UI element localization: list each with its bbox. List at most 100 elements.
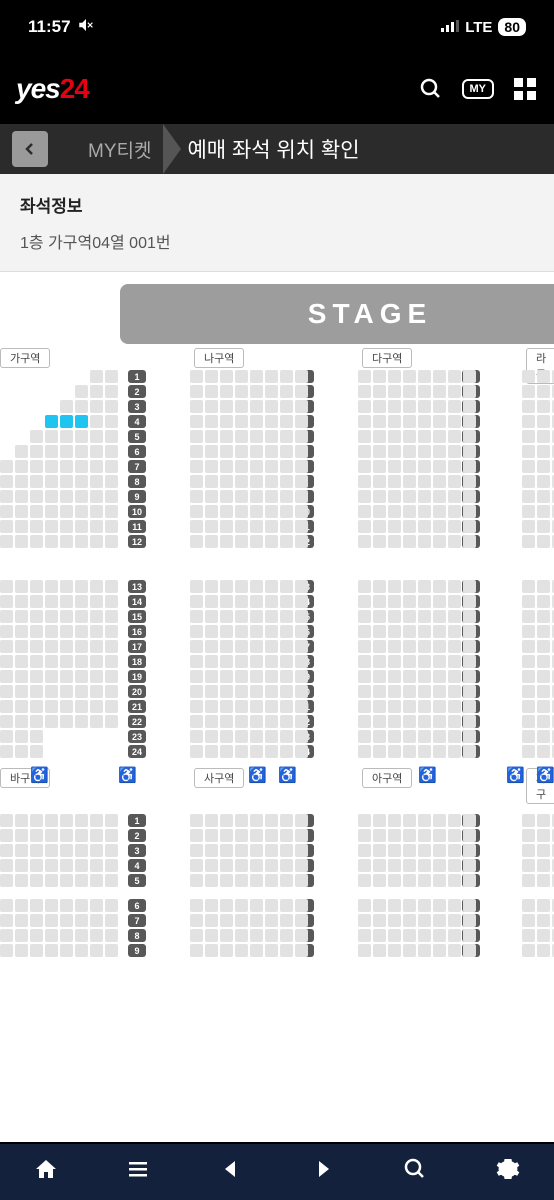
- seat[interactable]: [75, 595, 88, 608]
- seat[interactable]: [265, 944, 278, 957]
- seat[interactable]: [75, 700, 88, 713]
- seat[interactable]: [220, 520, 233, 533]
- seat[interactable]: [205, 430, 218, 443]
- seat[interactable]: [235, 655, 248, 668]
- seat[interactable]: [45, 445, 58, 458]
- seat[interactable]: [433, 475, 446, 488]
- seat[interactable]: [358, 490, 371, 503]
- seat[interactable]: [358, 640, 371, 653]
- seat[interactable]: [235, 929, 248, 942]
- seat[interactable]: [280, 670, 293, 683]
- seat[interactable]: [463, 580, 476, 593]
- seat[interactable]: [373, 610, 386, 623]
- seat[interactable]: [358, 370, 371, 383]
- seat[interactable]: [537, 874, 550, 887]
- seat[interactable]: [433, 944, 446, 957]
- seat[interactable]: [388, 505, 401, 518]
- seat[interactable]: [265, 460, 278, 473]
- seat[interactable]: [537, 370, 550, 383]
- nav-menu-icon[interactable]: [118, 1157, 158, 1187]
- seat[interactable]: [295, 899, 308, 912]
- seat[interactable]: [90, 700, 103, 713]
- seat[interactable]: [90, 385, 103, 398]
- seat[interactable]: [265, 505, 278, 518]
- seat[interactable]: [448, 944, 461, 957]
- seat[interactable]: [0, 700, 13, 713]
- seat[interactable]: [90, 400, 103, 413]
- seat[interactable]: [295, 730, 308, 743]
- seat[interactable]: [75, 460, 88, 473]
- seat[interactable]: [448, 505, 461, 518]
- seat[interactable]: [235, 520, 248, 533]
- seat[interactable]: [250, 929, 263, 942]
- seat[interactable]: [463, 415, 476, 428]
- seat[interactable]: [448, 670, 461, 683]
- seat[interactable]: [75, 520, 88, 533]
- seat[interactable]: [15, 505, 28, 518]
- seat[interactable]: [190, 700, 203, 713]
- seat[interactable]: [388, 400, 401, 413]
- seat[interactable]: [30, 944, 43, 957]
- seat[interactable]: [265, 844, 278, 857]
- seat[interactable]: [90, 844, 103, 857]
- seat[interactable]: [358, 385, 371, 398]
- seat[interactable]: [522, 505, 535, 518]
- seat[interactable]: [448, 715, 461, 728]
- seat[interactable]: [105, 370, 118, 383]
- seat[interactable]: [433, 415, 446, 428]
- seat[interactable]: [190, 475, 203, 488]
- seat[interactable]: [522, 655, 535, 668]
- seat[interactable]: [280, 929, 293, 942]
- seat[interactable]: [265, 914, 278, 927]
- seat[interactable]: [265, 874, 278, 887]
- seat[interactable]: [75, 640, 88, 653]
- seat[interactable]: [45, 670, 58, 683]
- seat[interactable]: [205, 520, 218, 533]
- seat[interactable]: [250, 460, 263, 473]
- seat[interactable]: [280, 385, 293, 398]
- seat[interactable]: [463, 685, 476, 698]
- seat[interactable]: [0, 535, 13, 548]
- seat[interactable]: [522, 745, 535, 758]
- seat[interactable]: [418, 745, 431, 758]
- seat[interactable]: [373, 670, 386, 683]
- seat[interactable]: [418, 929, 431, 942]
- seat[interactable]: [295, 685, 308, 698]
- seat[interactable]: [403, 700, 416, 713]
- seat[interactable]: [30, 829, 43, 842]
- seat[interactable]: [250, 944, 263, 957]
- seat[interactable]: [433, 929, 446, 942]
- seat[interactable]: [235, 505, 248, 518]
- seat[interactable]: [220, 445, 233, 458]
- seat[interactable]: [205, 730, 218, 743]
- seat[interactable]: [90, 415, 103, 428]
- seat[interactable]: [522, 475, 535, 488]
- seat[interactable]: [30, 844, 43, 857]
- seat[interactable]: [388, 415, 401, 428]
- seat[interactable]: [235, 370, 248, 383]
- seat[interactable]: [235, 844, 248, 857]
- seat[interactable]: [220, 385, 233, 398]
- breadcrumb-prev[interactable]: MY티켓: [88, 136, 171, 163]
- seat[interactable]: [250, 715, 263, 728]
- seat[interactable]: [90, 445, 103, 458]
- seat[interactable]: [0, 829, 13, 842]
- seat[interactable]: [280, 899, 293, 912]
- seat[interactable]: [45, 715, 58, 728]
- seat[interactable]: [373, 700, 386, 713]
- seat[interactable]: [537, 685, 550, 698]
- seat[interactable]: [205, 640, 218, 653]
- seat[interactable]: [265, 535, 278, 548]
- seat[interactable]: [358, 844, 371, 857]
- seat[interactable]: [433, 670, 446, 683]
- seat[interactable]: [90, 715, 103, 728]
- seat[interactable]: [235, 580, 248, 593]
- nav-search-icon[interactable]: [395, 1157, 435, 1187]
- seat[interactable]: [448, 415, 461, 428]
- seat[interactable]: [220, 580, 233, 593]
- seat[interactable]: [190, 385, 203, 398]
- seat[interactable]: [418, 655, 431, 668]
- seat[interactable]: [30, 730, 43, 743]
- seat[interactable]: [403, 814, 416, 827]
- seat[interactable]: [537, 505, 550, 518]
